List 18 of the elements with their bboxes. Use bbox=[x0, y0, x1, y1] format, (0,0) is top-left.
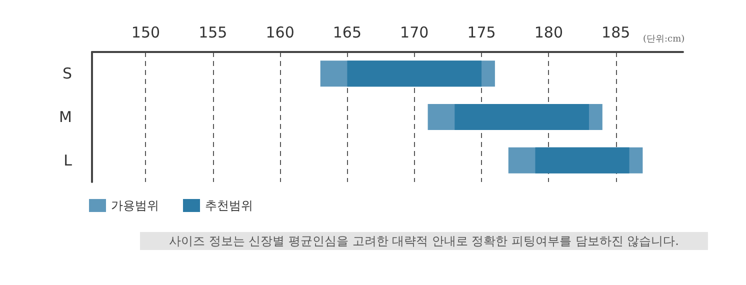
legend-label: 추천범위 bbox=[205, 198, 253, 212]
text: 사이즈 정보는 신장별 평균인심을 고려한 대략적 안내로 정확한 피팅여부를 담보하진 않습니다. bbox=[169, 234, 679, 248]
legend-label: 가용범위 bbox=[111, 198, 159, 212]
bar bbox=[535, 147, 630, 174]
y-tick-label: S bbox=[62, 64, 72, 83]
bar bbox=[454, 104, 589, 130]
y-tick-label: L bbox=[64, 151, 73, 170]
x-tick-label: 165 bbox=[332, 24, 362, 42]
bar bbox=[347, 60, 482, 87]
x-tick-label: 160 bbox=[266, 24, 294, 42]
x-tick-label: 150 bbox=[131, 24, 160, 42]
x-tick-label: 185 bbox=[602, 24, 630, 42]
y-tick-label: M bbox=[59, 108, 72, 126]
x-tick-label: 180 bbox=[534, 24, 563, 42]
x-axis-title: (단위:cm) bbox=[643, 34, 685, 44]
x-tick-label: 155 bbox=[198, 24, 228, 42]
x-tick-label: 170 bbox=[400, 24, 429, 42]
x-tick-label: 175 bbox=[467, 24, 496, 42]
